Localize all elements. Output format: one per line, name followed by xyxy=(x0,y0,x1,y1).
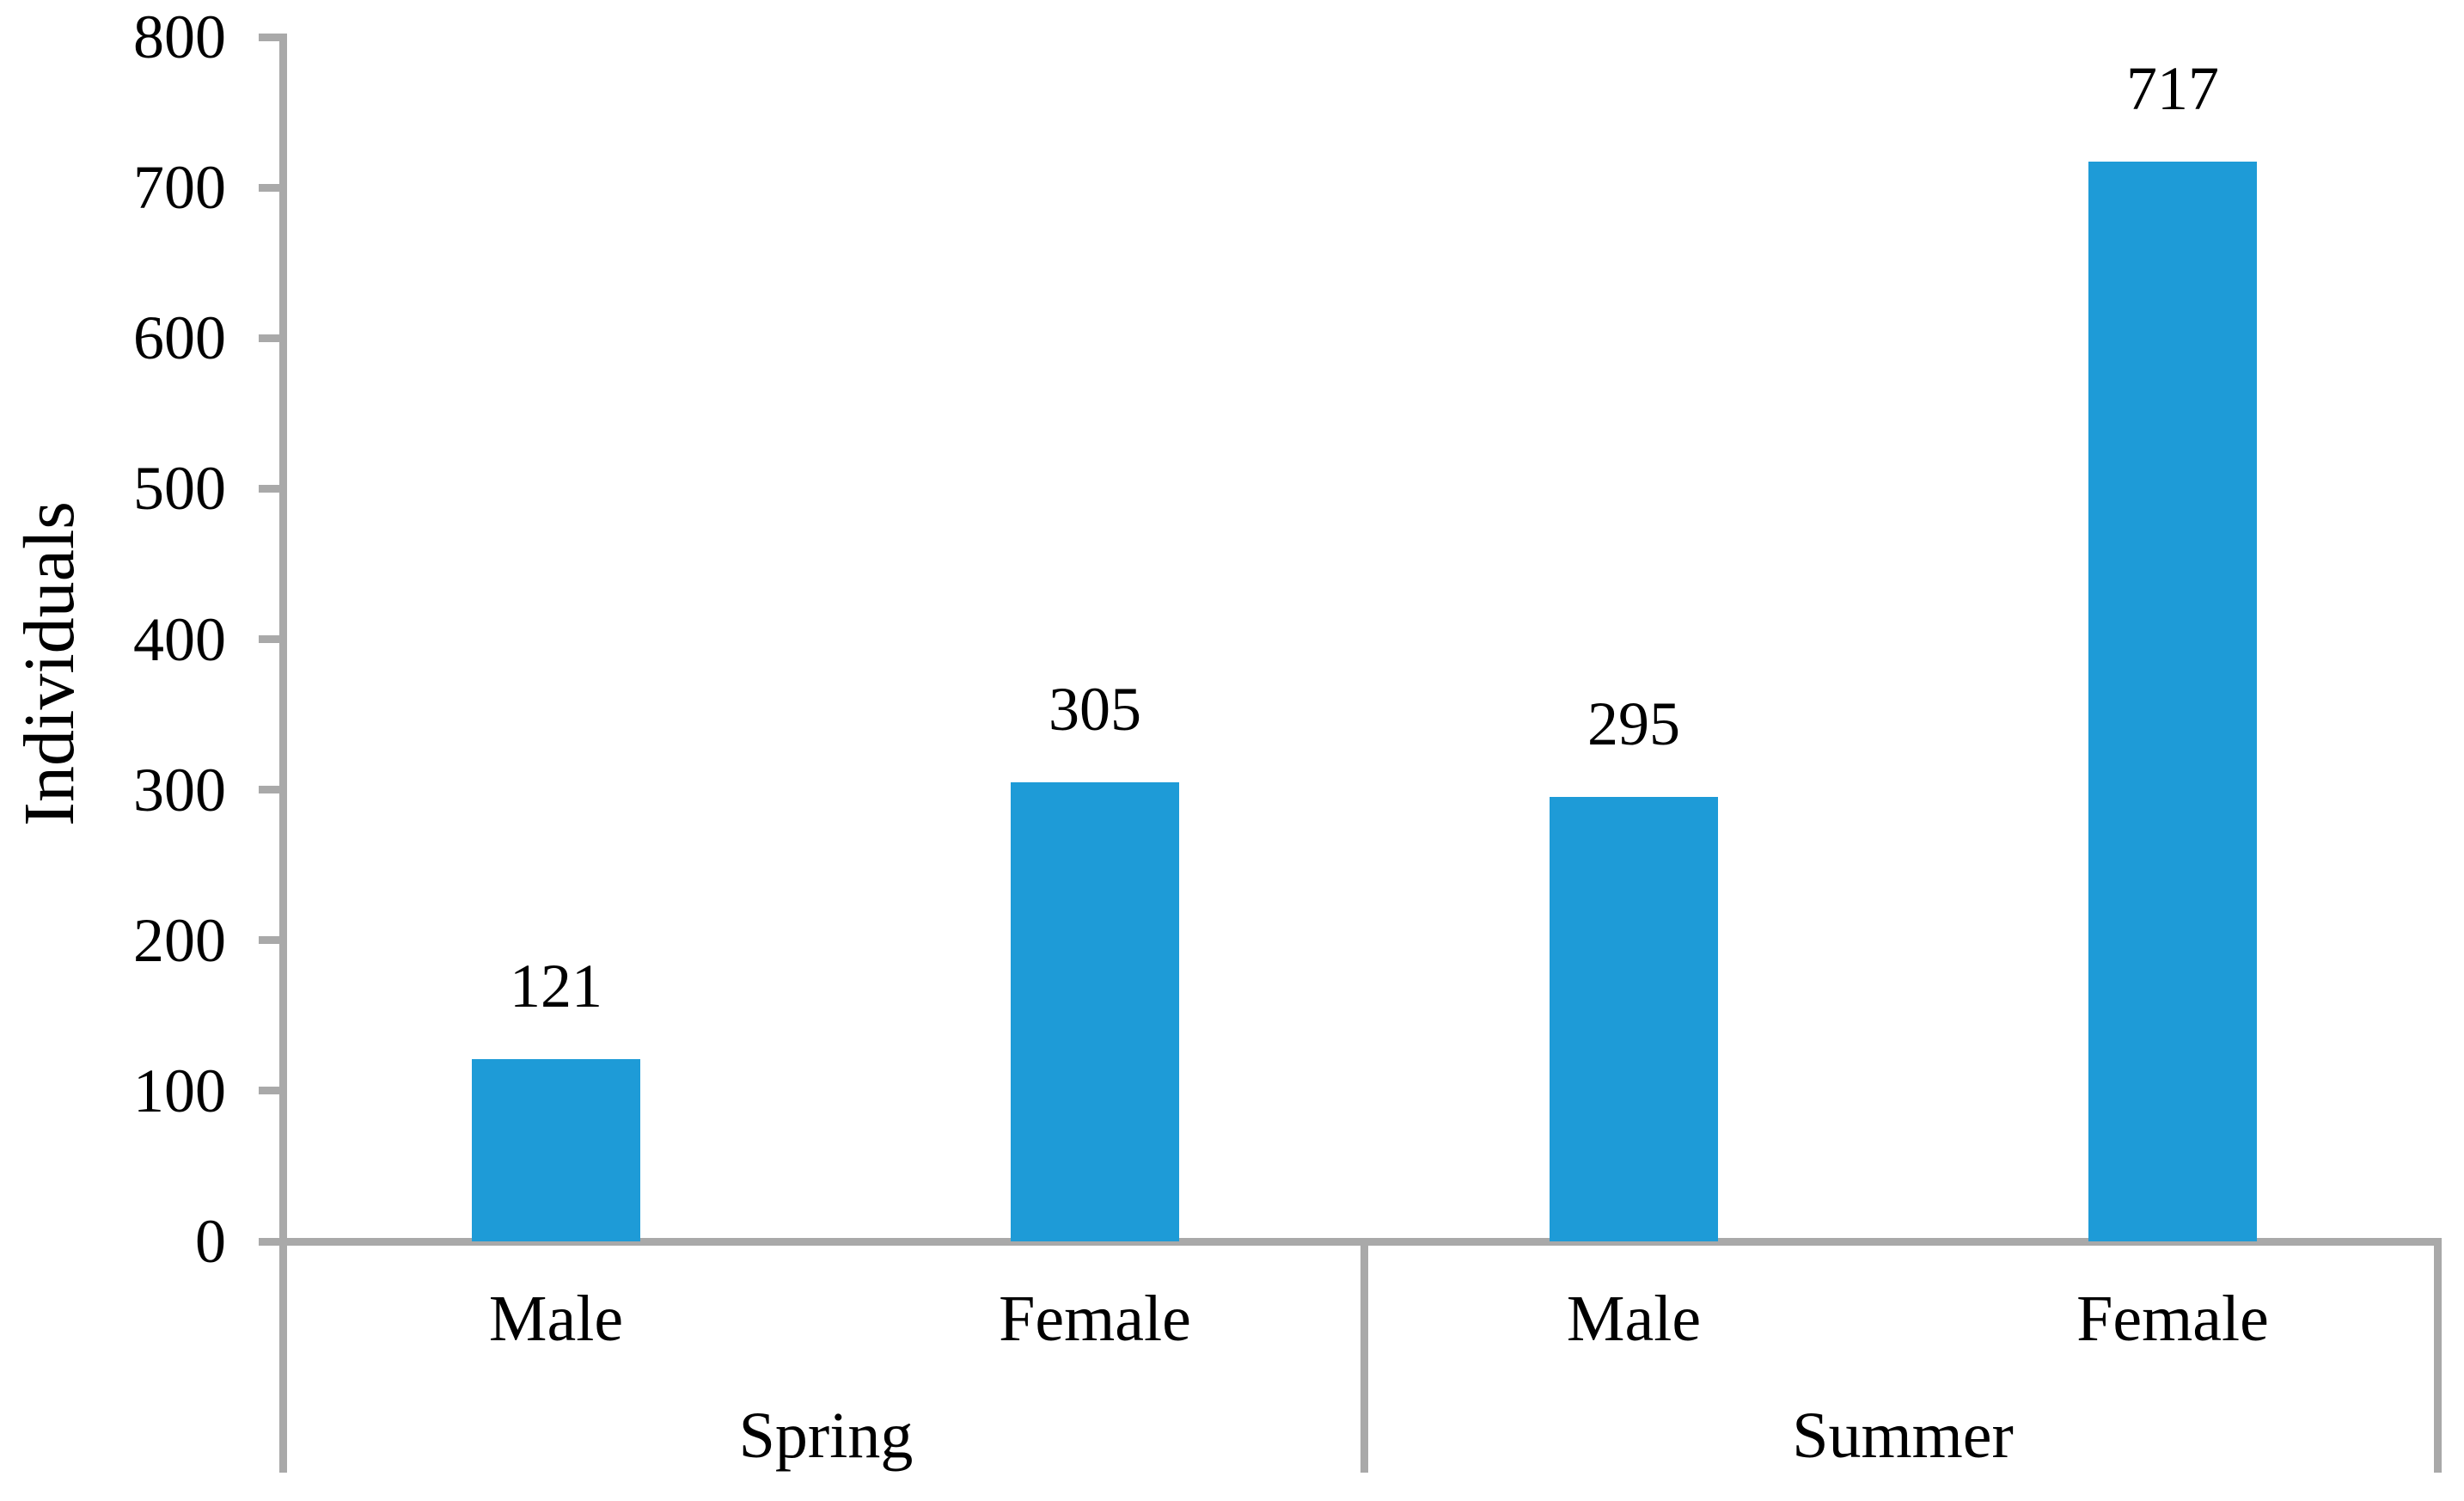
x-category-label: Female xyxy=(999,1283,1191,1355)
y-tick-label: 700 xyxy=(133,153,226,222)
y-tick-label: 0 xyxy=(195,1207,226,1276)
y-tick-label: 500 xyxy=(133,454,226,523)
y-tick-mark xyxy=(259,1238,279,1246)
y-tick-label: 100 xyxy=(133,1057,226,1125)
y-tick-label: 300 xyxy=(133,756,226,824)
bar-value-label: 295 xyxy=(1587,689,1680,758)
bar xyxy=(2088,162,2257,1241)
y-tick-mark xyxy=(259,635,279,643)
group-separator-line xyxy=(1360,1246,1368,1473)
y-tick-mark xyxy=(259,786,279,793)
bar-value-label: 305 xyxy=(1049,675,1141,744)
y-tick-label: 800 xyxy=(133,3,226,71)
bar xyxy=(472,1059,640,1241)
y-tick-mark xyxy=(259,936,279,944)
x-category-label: Female xyxy=(2076,1283,2269,1355)
y-tick-label: 600 xyxy=(133,303,226,372)
bar-value-label: 717 xyxy=(2126,54,2219,123)
y-tick-label: 200 xyxy=(133,906,226,975)
bar xyxy=(1011,782,1179,1241)
group-label: Spring xyxy=(738,1400,914,1472)
y-tick-label: 400 xyxy=(133,605,226,674)
bar-value-label: 121 xyxy=(510,952,602,1020)
y-tick-mark xyxy=(259,485,279,493)
y-tick-mark xyxy=(259,184,279,192)
x-category-label: Male xyxy=(488,1283,624,1355)
bar xyxy=(1550,797,1718,1241)
group-label: Summer xyxy=(1792,1400,2014,1472)
group-separator-line xyxy=(2434,1246,2442,1473)
y-axis-line xyxy=(279,34,287,1473)
x-axis-line xyxy=(279,1238,2442,1246)
x-category-label: Male xyxy=(1566,1283,1702,1355)
y-tick-mark xyxy=(259,1087,279,1094)
y-tick-mark xyxy=(259,34,279,41)
y-tick-mark xyxy=(259,334,279,342)
